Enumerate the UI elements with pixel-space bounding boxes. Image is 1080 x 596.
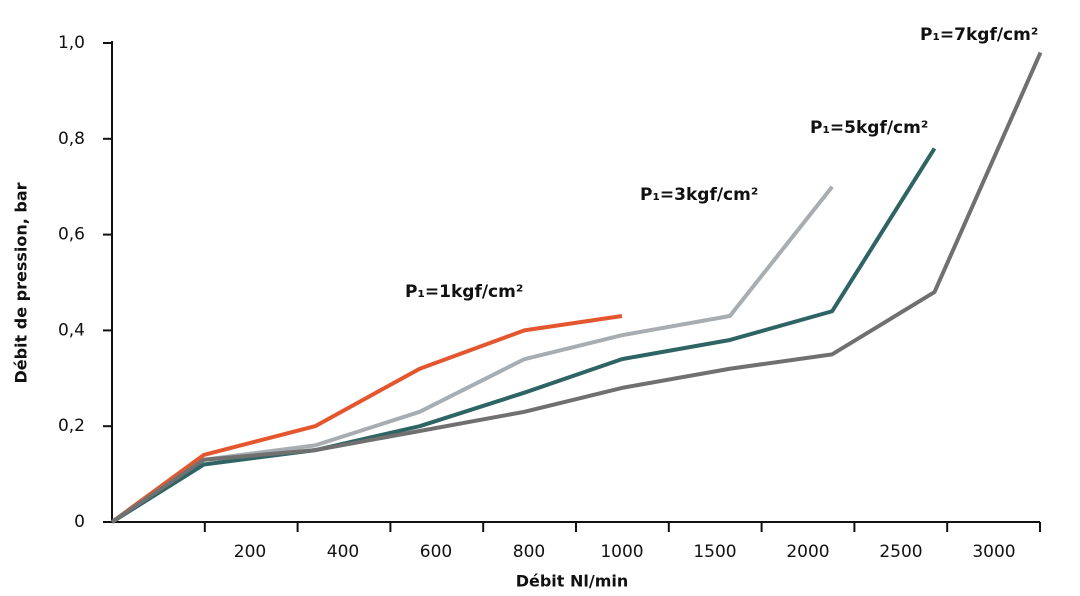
series-label: P₁=1kgf/cm² [405,282,523,302]
series-label: P₁=3kgf/cm² [640,185,758,205]
series-label: P₁=7kgf/cm² [920,25,1038,45]
x-tick-label: 400 [327,542,359,562]
series-line [110,147,937,524]
x-tick-label: 1500 [693,542,736,562]
y-tick-label: 1,0 [58,33,85,53]
y-tick-label: 0,6 [58,225,85,245]
x-tick-label: 600 [420,542,452,562]
x-axis-title: Débit Nl/min [516,572,629,591]
x-tick-label: 2000 [786,542,829,562]
series-line [110,314,623,524]
y-tick-label: 0,8 [58,129,85,149]
y-tick-label: 0,4 [58,320,85,340]
series-line [110,51,1043,524]
y-tick-label: 0,2 [58,416,85,436]
x-tick-label: 1000 [600,542,643,562]
y-axis-title: Débit de pression, bar [12,182,31,383]
series-label: P₁=5kgf/cm² [810,118,928,138]
x-tick-label: 800 [513,542,545,562]
x-tick-label: 2500 [879,542,922,562]
y-tick-label: 0 [74,512,85,532]
series-line [110,185,834,524]
x-tick-label: 3000 [972,542,1015,562]
x-tick-label: 200 [234,542,266,562]
